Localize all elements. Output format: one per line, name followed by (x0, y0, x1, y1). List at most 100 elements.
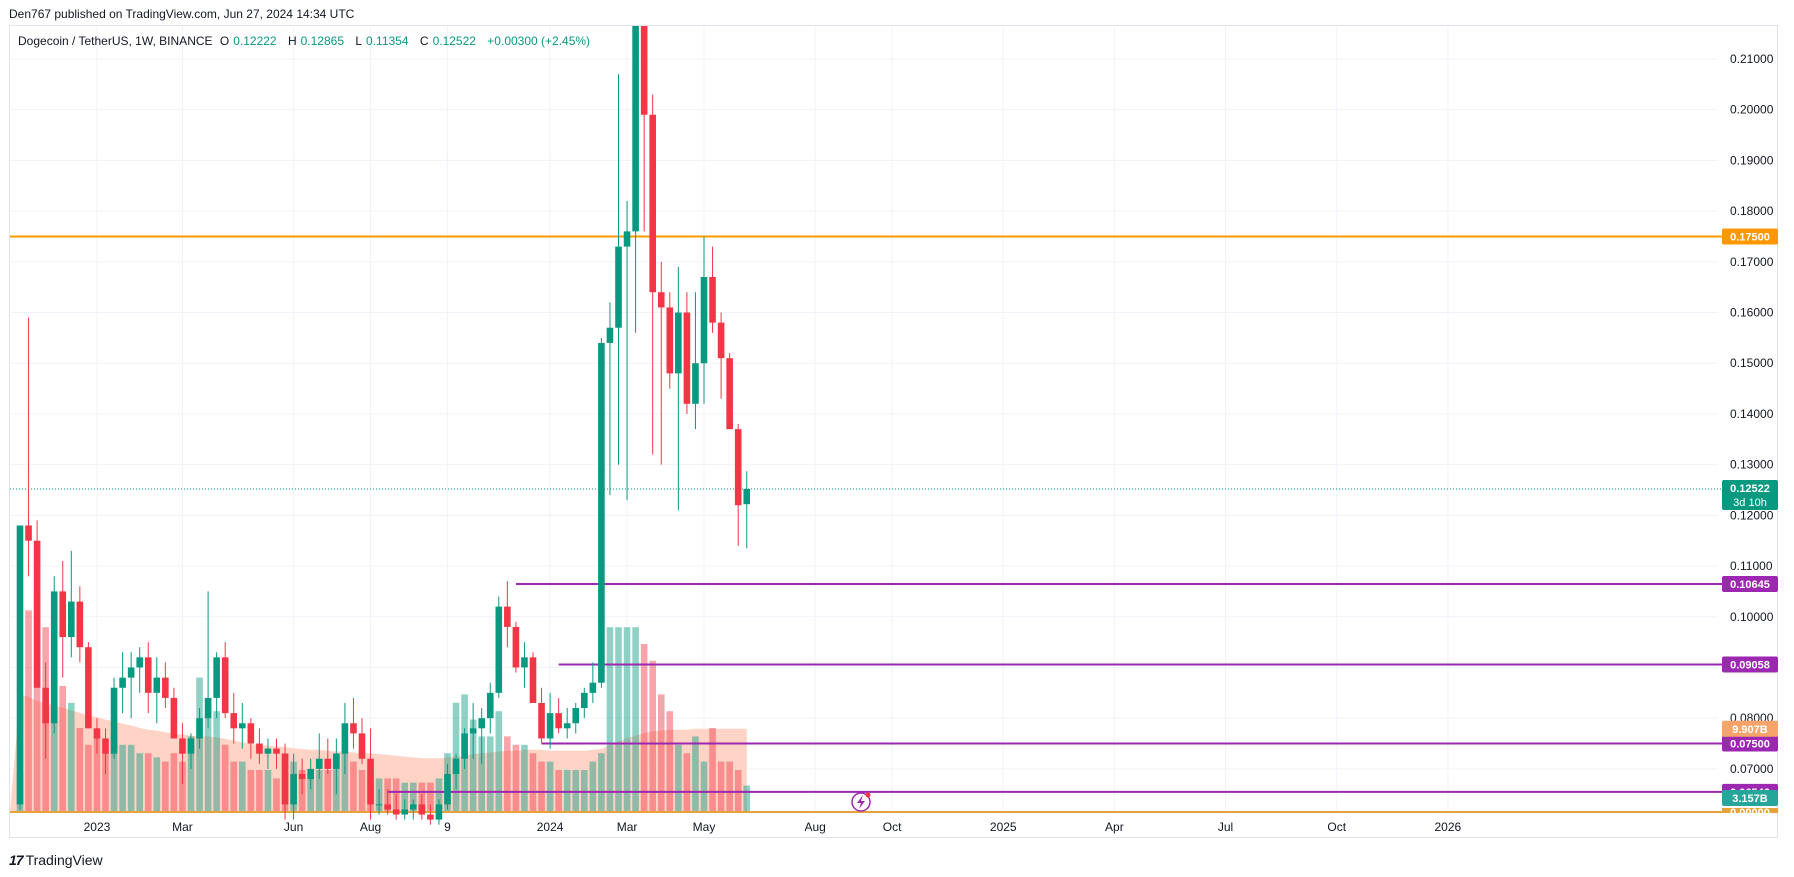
candle[interactable] (170, 687, 178, 739)
candle[interactable] (427, 804, 434, 825)
candle[interactable] (85, 642, 92, 729)
candle[interactable] (162, 662, 169, 709)
candle[interactable] (256, 728, 263, 764)
candle[interactable] (221, 642, 229, 719)
candle[interactable] (743, 471, 751, 549)
candle[interactable] (290, 753, 297, 820)
candle[interactable] (538, 687, 545, 744)
candle[interactable] (444, 763, 451, 810)
candle[interactable] (179, 723, 186, 785)
candle[interactable] (563, 708, 571, 739)
candle[interactable] (546, 692, 554, 749)
candle[interactable] (230, 692, 238, 744)
candle[interactable] (632, 26, 639, 333)
lightning-icon[interactable] (851, 792, 871, 812)
candle[interactable] (153, 657, 161, 724)
candle[interactable] (33, 520, 41, 688)
candle[interactable] (529, 652, 537, 703)
candle[interactable] (50, 576, 58, 734)
candle[interactable] (144, 642, 152, 714)
candle[interactable] (119, 652, 126, 714)
candle[interactable] (589, 662, 597, 703)
candle[interactable] (273, 738, 280, 769)
candle[interactable] (341, 702, 349, 774)
candle[interactable] (375, 789, 383, 815)
candle[interactable] (469, 702, 477, 759)
level-tag-text: 0.10645 (1730, 579, 1770, 591)
time-tick-label: Aug (804, 820, 825, 834)
candles[interactable] (16, 26, 751, 825)
candle[interactable] (239, 702, 246, 749)
candle[interactable] (68, 550, 75, 658)
candle[interactable] (435, 799, 443, 825)
candle[interactable] (59, 560, 67, 678)
candle[interactable] (521, 642, 528, 688)
candle[interactable] (324, 738, 332, 774)
candle[interactable] (136, 647, 143, 693)
candle[interactable] (606, 302, 614, 496)
candle[interactable] (734, 424, 742, 546)
candle[interactable] (367, 728, 374, 820)
time-tick-label: Oct (883, 820, 902, 834)
symbol-legend[interactable]: Dogecoin / TetherUS, 1W, BINANCE O 0.1222… (18, 34, 594, 48)
volume-tag: 3.157B (1722, 790, 1778, 806)
candle[interactable] (461, 728, 468, 769)
candle[interactable] (315, 733, 323, 780)
candle[interactable] (392, 794, 400, 820)
candle[interactable] (555, 697, 562, 734)
candle[interactable] (102, 728, 109, 774)
candle[interactable] (418, 794, 426, 820)
candle[interactable] (93, 718, 101, 754)
chart-frame[interactable] (9, 25, 1778, 838)
candle[interactable] (110, 677, 118, 759)
candle[interactable] (572, 702, 580, 734)
candle[interactable] (247, 718, 255, 759)
candle[interactable] (127, 652, 135, 719)
candle[interactable] (649, 94, 656, 455)
candle[interactable] (410, 799, 417, 820)
candle[interactable] (495, 596, 503, 698)
candle[interactable] (187, 733, 195, 769)
candle[interactable] (581, 687, 588, 719)
horizontal-levels[interactable] (10, 235, 1722, 813)
candle[interactable] (504, 581, 511, 648)
candle[interactable] (281, 743, 289, 820)
candle[interactable] (264, 738, 272, 769)
candle[interactable] (486, 682, 494, 734)
candle[interactable] (657, 261, 665, 465)
candle[interactable] (196, 708, 203, 749)
candle[interactable] (623, 200, 631, 501)
candle[interactable] (350, 697, 357, 749)
candle[interactable] (298, 758, 306, 795)
candle[interactable] (333, 738, 340, 795)
candle[interactable] (717, 312, 725, 399)
candle[interactable] (640, 26, 648, 232)
candle[interactable] (726, 353, 733, 430)
candle[interactable] (401, 799, 409, 820)
candle[interactable] (384, 789, 391, 815)
candle[interactable] (692, 292, 699, 430)
candle[interactable] (512, 621, 520, 673)
candle[interactable] (452, 753, 460, 790)
candle[interactable] (42, 662, 49, 759)
candle[interactable] (683, 292, 691, 414)
candle[interactable] (700, 236, 708, 404)
candle[interactable] (675, 266, 682, 511)
candle[interactable] (666, 292, 674, 389)
candle[interactable] (16, 525, 24, 810)
candle[interactable] (615, 74, 622, 465)
volume-bar (478, 736, 485, 812)
candle[interactable] (307, 758, 314, 790)
candle[interactable] (358, 718, 366, 764)
candle[interactable] (478, 708, 485, 764)
candle[interactable] (709, 246, 716, 333)
candle[interactable] (204, 591, 212, 729)
candle[interactable] (25, 317, 32, 577)
tradingview-logo[interactable]: 17 TradingView (9, 852, 103, 868)
candle[interactable] (213, 652, 220, 719)
time-axis[interactable]: 2023 Mar Jun Aug 9 2024 Mar May Aug Oct 2025 Apr Jul… (84, 820, 1462, 834)
candle[interactable] (598, 337, 605, 688)
candle[interactable] (76, 586, 84, 663)
symbol-name[interactable]: Dogecoin / TetherUS, 1W, BINANCE (18, 34, 213, 48)
